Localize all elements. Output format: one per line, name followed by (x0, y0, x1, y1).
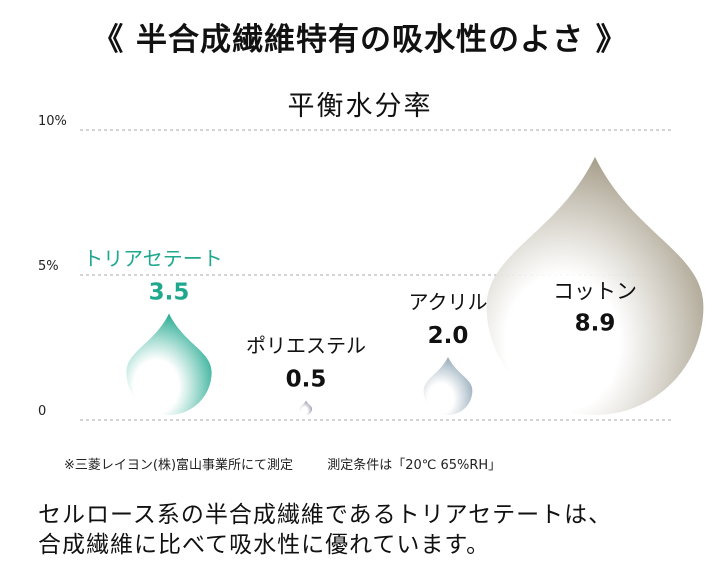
note-source: ※三菱レイヨン(株)富山事業所にて測定 (64, 458, 294, 473)
page-title: 《 半合成繊維特有の吸水性のよさ 》 (92, 22, 628, 58)
drop-2 (423, 357, 473, 415)
category-label-1: ポリエステル (246, 334, 366, 358)
chart-title: 平衡水分率 (287, 91, 433, 122)
drop-1 (299, 400, 313, 415)
footer-line-1: セルロース系の半合成繊維であるトリアセテートは、 (38, 502, 613, 528)
category-label-3: コットン (553, 280, 637, 304)
value-label-0: 3.5 (149, 280, 190, 306)
value-label-1: 0.5 (286, 367, 327, 393)
drop-3 (486, 156, 704, 415)
value-label-2: 2.0 (428, 323, 469, 349)
footer-text: セルロース系の半合成繊維であるトリアセテートは、 合成繊維に比べて吸水性に優れて… (38, 500, 612, 560)
footer-line-2: 合成繊維に比べて吸水性に優れています。 (38, 532, 491, 558)
value-label-3: 8.9 (575, 311, 616, 337)
note-conditions: 測定条件は「20℃ 65%RH」 (327, 458, 502, 473)
drop-0 (126, 313, 212, 415)
y-tick-label-0: 0 (38, 404, 46, 419)
category-label-2: アクリル (409, 290, 488, 314)
y-tick-label-2: 10% (38, 114, 67, 129)
y-tick-label-1: 5% (38, 259, 59, 274)
category-label-0: トリアセテート (83, 247, 223, 271)
measurement-note: ※三菱レイヨン(株)富山事業所にて測定 測定条件は「20℃ 65%RH」 (64, 454, 531, 473)
